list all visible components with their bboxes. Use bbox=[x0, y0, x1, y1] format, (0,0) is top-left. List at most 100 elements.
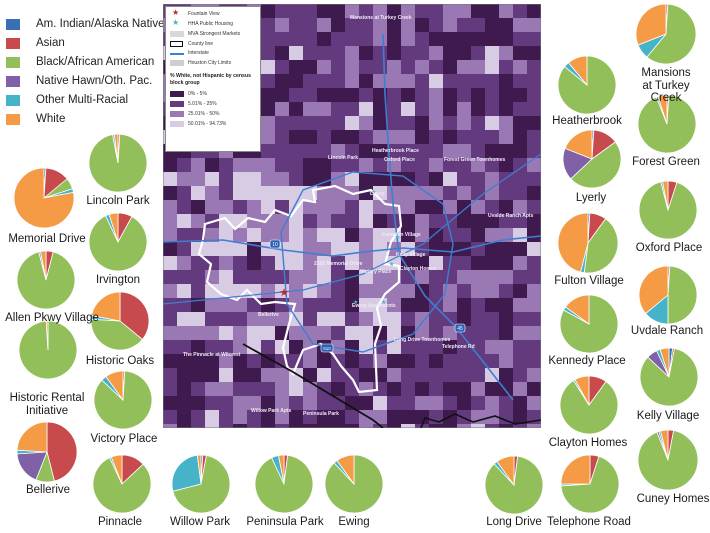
census-block-group bbox=[261, 46, 276, 61]
pie-kennedy-place bbox=[559, 294, 619, 354]
census-block-group bbox=[359, 18, 374, 33]
census-block-group bbox=[331, 46, 346, 61]
census-block-group bbox=[415, 270, 430, 285]
census-block-group bbox=[387, 298, 402, 313]
census-block-group bbox=[415, 158, 430, 173]
census-block-group bbox=[401, 298, 416, 313]
census-block-group bbox=[261, 172, 276, 187]
pie-slice-black-african-american bbox=[570, 141, 622, 189]
census-block-group bbox=[373, 242, 388, 257]
census-block-group bbox=[485, 88, 500, 103]
census-block-group bbox=[443, 144, 458, 159]
pie-slice-black-african-american bbox=[88, 215, 148, 272]
census-block-group bbox=[303, 200, 318, 215]
census-block-group bbox=[289, 18, 304, 33]
census-block-group bbox=[163, 256, 178, 271]
census-block-group bbox=[317, 354, 332, 369]
census-block-group bbox=[177, 256, 192, 271]
census-block-group bbox=[275, 102, 290, 117]
census-block-group bbox=[429, 32, 444, 47]
census-block-group bbox=[387, 102, 402, 117]
census-block-group bbox=[527, 214, 541, 229]
pie-slice-white bbox=[278, 454, 285, 485]
pie-label-ewing: Ewing bbox=[338, 516, 370, 528]
pie-slice-white bbox=[40, 250, 47, 281]
census-block-group bbox=[303, 410, 318, 425]
census-block-group bbox=[345, 284, 360, 299]
pie-willow-park bbox=[171, 454, 231, 514]
census-block-group bbox=[401, 46, 416, 61]
census-block-group bbox=[261, 116, 276, 131]
census-block-group bbox=[177, 270, 192, 285]
census-block-group bbox=[443, 396, 458, 411]
census-block-group bbox=[163, 382, 178, 397]
census-block-group bbox=[233, 270, 248, 285]
census-block-group bbox=[401, 410, 416, 425]
census-block-group bbox=[331, 340, 346, 355]
census-block-group bbox=[331, 102, 346, 117]
census-block-group bbox=[499, 410, 514, 425]
fountain-view-star-icon: ★ bbox=[279, 287, 289, 299]
census-block-group bbox=[289, 382, 304, 397]
census-block-group bbox=[499, 130, 514, 145]
census-block-group bbox=[247, 200, 262, 215]
census-block-group bbox=[303, 4, 318, 19]
census-block-group bbox=[191, 298, 206, 313]
census-block-group bbox=[499, 32, 514, 47]
census-block-group bbox=[191, 312, 206, 327]
census-block-group bbox=[303, 368, 318, 383]
census-block-group bbox=[527, 102, 541, 117]
census-block-group bbox=[387, 46, 402, 61]
census-block-group bbox=[471, 270, 486, 285]
census-block-group bbox=[275, 158, 290, 173]
census-block-group bbox=[499, 144, 514, 159]
census-block-group bbox=[471, 368, 486, 383]
census-block-group bbox=[205, 298, 220, 313]
pie-slice-white bbox=[660, 429, 669, 461]
census-block-group bbox=[457, 102, 472, 117]
census-block-group bbox=[471, 116, 486, 131]
census-block-group bbox=[387, 116, 402, 131]
census-block-group bbox=[359, 382, 374, 397]
census-block-group bbox=[499, 270, 514, 285]
census-block-group bbox=[233, 172, 248, 187]
pie-slice-white bbox=[574, 375, 590, 406]
census-block-group bbox=[205, 186, 220, 201]
census-block-group bbox=[219, 340, 234, 355]
census-block-group bbox=[359, 284, 374, 299]
star-icon: ★ bbox=[395, 234, 400, 241]
pie-slice-black-african-american bbox=[90, 318, 143, 351]
census-block-group bbox=[345, 396, 360, 411]
census-block-group bbox=[303, 354, 318, 369]
census-block-group bbox=[233, 382, 248, 397]
pie-slice-black-african-american bbox=[92, 457, 152, 514]
census-block-group bbox=[289, 46, 304, 61]
census-block-group bbox=[359, 130, 374, 145]
census-block-group bbox=[415, 326, 430, 341]
census-block-group bbox=[191, 396, 206, 411]
census-block-group bbox=[415, 60, 430, 75]
census-block-group bbox=[205, 396, 220, 411]
census-block-group bbox=[261, 228, 276, 243]
census-block-group bbox=[331, 270, 346, 285]
census-block-group bbox=[513, 130, 528, 145]
census-block-group bbox=[415, 130, 430, 145]
census-block-group bbox=[289, 88, 304, 103]
pie-label-willow-park: Willow Park bbox=[169, 516, 231, 528]
census-block-group bbox=[527, 46, 541, 61]
census-block-group bbox=[457, 186, 472, 201]
census-block-group bbox=[331, 32, 346, 47]
census-block-group bbox=[275, 270, 290, 285]
census-block-group bbox=[471, 32, 486, 47]
census-block-group bbox=[177, 410, 192, 425]
census-block-group bbox=[527, 32, 541, 47]
census-block-group bbox=[457, 18, 472, 33]
census-block-group bbox=[233, 326, 248, 341]
census-block-group bbox=[527, 200, 541, 215]
census-block-group bbox=[317, 88, 332, 103]
census-block-group bbox=[163, 410, 178, 425]
census-block-group bbox=[513, 312, 528, 327]
census-block-group bbox=[359, 242, 374, 257]
census-block-group bbox=[373, 214, 388, 229]
census-block-group bbox=[303, 214, 318, 229]
